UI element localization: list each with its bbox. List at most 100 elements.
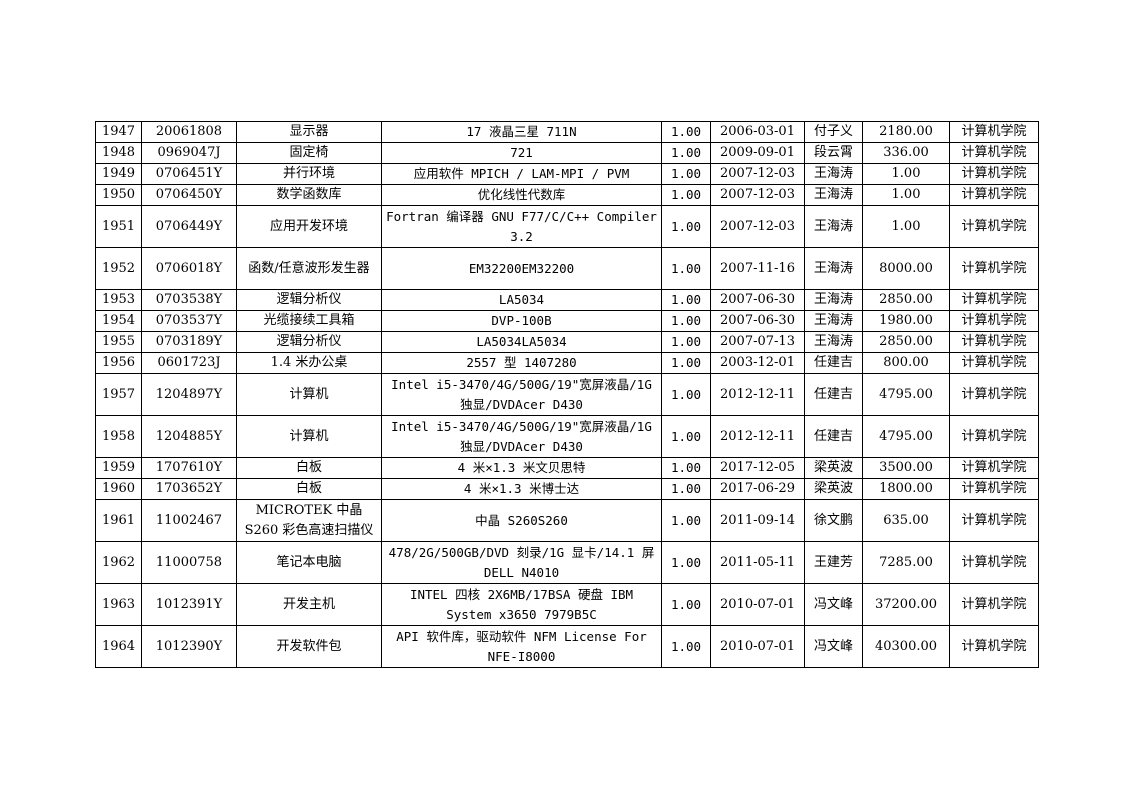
cell-qty: 1.00 bbox=[661, 163, 711, 185]
cell-dept: 计算机学院 bbox=[949, 541, 1039, 584]
cell-date: 2012-12-11 bbox=[710, 373, 805, 416]
cell-person: 任建吉 bbox=[804, 415, 863, 458]
cell-date: 2010-07-01 bbox=[710, 583, 805, 626]
cell-person: 王海涛 bbox=[804, 205, 863, 248]
cell-price: 1980.00 bbox=[862, 310, 950, 332]
cell-model: INTEL 四核 2X6MB/17BSA 硬盘 IBM System x3650… bbox=[381, 583, 662, 626]
table-row: 1961 11002467 MICROTEK 中晶 S260 彩色高速扫描仪 中晶 S… bbox=[95, 499, 1039, 542]
cell-dept: 计算机学院 bbox=[949, 373, 1039, 416]
cell-qty: 1.00 bbox=[661, 478, 711, 500]
cell-price: 1.00 bbox=[862, 163, 950, 185]
cell-price: 336.00 bbox=[862, 142, 950, 164]
cell-code: 0706449Y bbox=[141, 205, 237, 248]
cell-no: 1949 bbox=[95, 163, 142, 185]
cell-no: 1955 bbox=[95, 331, 142, 353]
cell-name: 计算机 bbox=[236, 415, 382, 458]
cell-code: 0703537Y bbox=[141, 310, 237, 332]
cell-date: 2017-12-05 bbox=[710, 457, 805, 479]
cell-person: 付子义 bbox=[804, 121, 863, 143]
cell-dept: 计算机学院 bbox=[949, 247, 1039, 290]
table-row: 1952 0706018Y 函数/任意波形发生器 EM32200EM32200 1.00… bbox=[95, 247, 1039, 290]
cell-name: 逻辑分析仪 bbox=[236, 331, 382, 353]
cell-qty: 1.00 bbox=[661, 331, 711, 353]
cell-code: 20061808 bbox=[141, 121, 237, 143]
cell-model: 4 米×1.3 米博士达 bbox=[381, 478, 662, 500]
cell-name: 笔记本电脑 bbox=[236, 541, 382, 584]
cell-name: 并行环境 bbox=[236, 163, 382, 185]
cell-model: LA5034 bbox=[381, 289, 662, 311]
table-row: 1951 0706449Y 应用开发环境 Fortran 编译器 GNU F77/C/… bbox=[95, 205, 1039, 248]
cell-name: 开发主机 bbox=[236, 583, 382, 626]
cell-model: 4 米×1.3 米文贝思特 bbox=[381, 457, 662, 479]
cell-no: 1963 bbox=[95, 583, 142, 626]
cell-name: 函数/任意波形发生器 bbox=[236, 247, 382, 290]
cell-name: 1.4 米办公桌 bbox=[236, 352, 382, 374]
cell-no: 1947 bbox=[95, 121, 142, 143]
cell-model: EM32200EM32200 bbox=[381, 247, 662, 290]
table-row: 1960 1703652Y 白板 4 米×1.3 米博士达 1.00 2017-06-29… bbox=[95, 478, 1039, 500]
cell-code: 1707610Y bbox=[141, 457, 237, 479]
table-row: 1954 0703537Y 光缆接续工具箱 DVP-100B 1.00 2007-06-3… bbox=[95, 310, 1039, 332]
table-row: 1956 0601723J 1.4 米办公桌 2557 型 1407280 1.00 20… bbox=[95, 352, 1039, 374]
cell-price: 37200.00 bbox=[862, 583, 950, 626]
cell-code: 1012391Y bbox=[141, 583, 237, 626]
cell-name: 逻辑分析仪 bbox=[236, 289, 382, 311]
cell-no: 1948 bbox=[95, 142, 142, 164]
cell-date: 2017-06-29 bbox=[710, 478, 805, 500]
cell-date: 2007-06-30 bbox=[710, 310, 805, 332]
cell-no: 1961 bbox=[95, 499, 142, 542]
cell-qty: 1.00 bbox=[661, 415, 711, 458]
cell-qty: 1.00 bbox=[661, 499, 711, 542]
cell-person: 王海涛 bbox=[804, 331, 863, 353]
cell-price: 3500.00 bbox=[862, 457, 950, 479]
cell-date: 2003-12-01 bbox=[710, 352, 805, 374]
cell-person: 王海涛 bbox=[804, 247, 863, 290]
cell-qty: 1.00 bbox=[661, 205, 711, 248]
cell-price: 7285.00 bbox=[862, 541, 950, 584]
cell-qty: 1.00 bbox=[661, 310, 711, 332]
cell-no: 1956 bbox=[95, 352, 142, 374]
cell-person: 冯文峰 bbox=[804, 583, 863, 626]
cell-qty: 1.00 bbox=[661, 457, 711, 479]
cell-code: 1204885Y bbox=[141, 415, 237, 458]
table-row: 1949 0706451Y 并行环境 应用软件 MPICH / LAM-MPI / P… bbox=[95, 163, 1039, 185]
cell-code: 0969047J bbox=[141, 142, 237, 164]
cell-date: 2007-06-30 bbox=[710, 289, 805, 311]
cell-name: 固定椅 bbox=[236, 142, 382, 164]
cell-model: 2557 型 1407280 bbox=[381, 352, 662, 374]
cell-qty: 1.00 bbox=[661, 142, 711, 164]
cell-name: 计算机 bbox=[236, 373, 382, 416]
cell-code: 0703538Y bbox=[141, 289, 237, 311]
cell-code: 0706451Y bbox=[141, 163, 237, 185]
cell-dept: 计算机学院 bbox=[949, 457, 1039, 479]
table-row: 1964 1012390Y 开发软件包 API 软件库，驱动软件 NFM Licens… bbox=[95, 625, 1039, 668]
cell-person: 梁英波 bbox=[804, 478, 863, 500]
cell-person: 段云霄 bbox=[804, 142, 863, 164]
cell-qty: 1.00 bbox=[661, 352, 711, 374]
cell-no: 1951 bbox=[95, 205, 142, 248]
cell-name: 显示器 bbox=[236, 121, 382, 143]
cell-code: 11002467 bbox=[141, 499, 237, 542]
table-row: 1953 0703538Y 逻辑分析仪 LA5034 1.00 2007-06-30 王海涛… bbox=[95, 289, 1039, 311]
cell-person: 王海涛 bbox=[804, 289, 863, 311]
table-row: 1955 0703189Y 逻辑分析仪 LA5034LA5034 1.00 2007-07… bbox=[95, 331, 1039, 353]
cell-code: 0706450Y bbox=[141, 184, 237, 206]
cell-dept: 计算机学院 bbox=[949, 121, 1039, 143]
cell-model: 721 bbox=[381, 142, 662, 164]
cell-dept: 计算机学院 bbox=[949, 625, 1039, 668]
cell-model: Fortran 编译器 GNU F77/C/C++ Compiler 3.2 bbox=[381, 205, 662, 248]
cell-qty: 1.00 bbox=[661, 583, 711, 626]
cell-person: 王海涛 bbox=[804, 163, 863, 185]
cell-date: 2011-09-14 bbox=[710, 499, 805, 542]
cell-date: 2007-11-16 bbox=[710, 247, 805, 290]
cell-model: Intel i5-3470/4G/500G/19"宽屏液晶/1G 独显/DVDA… bbox=[381, 415, 662, 458]
cell-qty: 1.00 bbox=[661, 373, 711, 416]
cell-dept: 计算机学院 bbox=[949, 142, 1039, 164]
cell-person: 梁英波 bbox=[804, 457, 863, 479]
cell-no: 1957 bbox=[95, 373, 142, 416]
table-row: 1963 1012391Y 开发主机 INTEL 四核 2X6MB/17BSA 硬盘 … bbox=[95, 583, 1039, 626]
cell-name: MICROTEK 中晶 S260 彩色高速扫描仪 bbox=[236, 499, 382, 542]
cell-qty: 1.00 bbox=[661, 184, 711, 206]
cell-dept: 计算机学院 bbox=[949, 205, 1039, 248]
cell-dept: 计算机学院 bbox=[949, 415, 1039, 458]
